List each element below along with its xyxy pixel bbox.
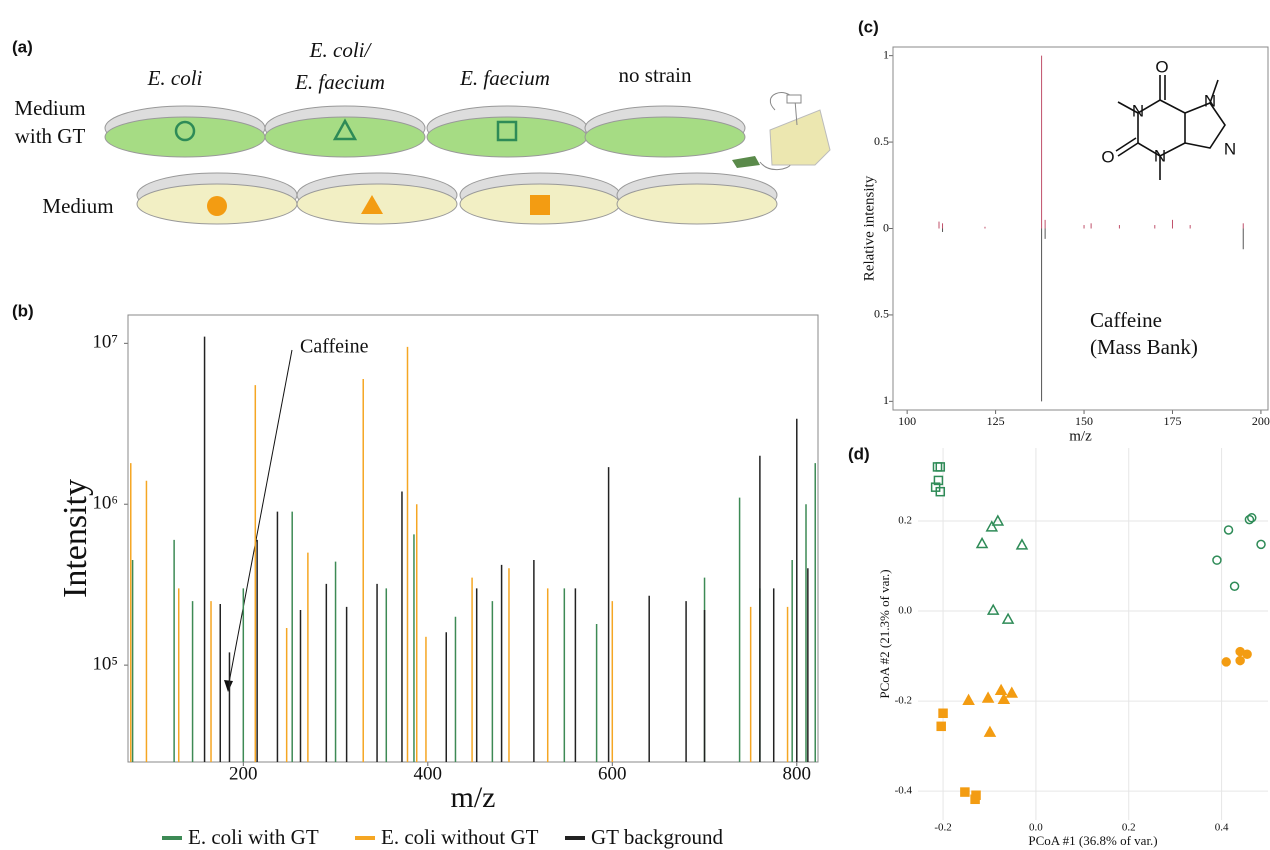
dish-row [104,105,778,225]
x-tick-label: 600 [598,763,627,784]
point [1244,514,1255,525]
point [1256,539,1266,550]
x-tick-label: 0.2 [1122,822,1136,834]
row-label: Medium [42,194,113,218]
annotation: (Mass Bank) [1090,335,1198,359]
point [1015,538,1029,550]
legend-label: E. coli with GT [188,825,319,849]
point [1242,649,1252,660]
x-axis-title: m/z [451,781,496,814]
y-tick-label: 1 [883,393,889,407]
row-label: with GT [15,124,86,148]
x-tick-label: 0.0 [1029,822,1043,834]
plot-frame [892,46,1269,411]
point [994,683,1008,696]
y-axis-title: Intensity [57,479,94,598]
legend-label: GT background [591,825,723,849]
y-tick-label: 0 [883,220,889,234]
y-tick-label: 10⁵ [92,653,118,674]
y-tick-label: 0.5 [874,134,889,148]
y-axis-title: PCoA #2 (21.3% of var.) [877,569,892,698]
point [986,603,1000,615]
point [1005,686,1019,698]
x-tick-label: 175 [1163,414,1181,428]
svg-text:N: N [1224,139,1236,158]
point [933,475,944,486]
point [1223,525,1234,535]
point [983,725,997,737]
svg-text:O: O [1155,57,1168,76]
panel-label: (b) [12,301,34,320]
x-tick-label: -0.2 [934,822,951,834]
point [938,708,948,719]
point [981,691,995,703]
y-axis-title: Relative intensity [861,175,877,281]
point [1221,657,1231,667]
column-label: no strain [619,63,692,87]
y-tick-label: 0.5 [874,307,889,321]
x-tick-label: 0.4 [1215,822,1229,834]
point [971,790,981,800]
x-tick-label: 150 [1075,414,1093,428]
column-label: E. coli/ [309,38,373,62]
column-label: E. faecium [459,66,550,90]
annotation-arrowhead [224,680,233,692]
x-axis-title: m/z [1069,428,1092,444]
x-tick-label: 400 [414,763,443,784]
svg-text:N: N [1154,146,1166,165]
point [1247,513,1257,523]
point [1229,581,1240,592]
y-tick-label: -0.4 [895,785,913,797]
column-label: E. coli [147,66,203,90]
annotation: Caffeine [300,336,369,358]
panel-label: (d) [848,444,870,463]
molecule-atoms: O O N N N N [1101,57,1236,166]
point [985,520,999,532]
legend-label: E. coli without GT [381,825,539,849]
point [1212,555,1222,565]
y-tick-label: -0.2 [895,695,912,707]
x-tick-label: 100 [898,414,916,428]
panel-label: (a) [12,37,33,56]
svg-text:N: N [1204,91,1216,110]
svg-text:O: O [1101,147,1114,166]
x-tick-label: 125 [987,414,1005,428]
column-label: E. faecium [294,70,385,94]
x-tick-label: 200 [229,763,258,784]
plot-frame [127,314,819,763]
y-tick-label: 0.2 [898,514,912,526]
row-label: Medium [14,96,85,120]
point [935,462,946,472]
point [1001,612,1015,624]
point [991,514,1005,526]
point [962,693,975,705]
plot-area [918,448,1268,820]
y-tick-label: 10⁶ [92,493,118,514]
point [975,536,989,549]
point [936,721,946,732]
y-tick-label: 0.0 [898,605,912,617]
y-tick-label: 1 [883,47,889,61]
diagram: E. coli E. coli/ E. faecium E. faecium n… [14,38,831,225]
panel-label: (c) [858,17,879,36]
point [935,486,946,497]
point [960,787,970,797]
svg-text:N: N [1132,101,1144,120]
annotation: Caffeine [1090,308,1162,332]
annotation-arrow [227,349,293,689]
strain-symbols [174,118,550,216]
x-tick-label: 200 [1252,414,1270,428]
molecule [1115,75,1226,180]
point [997,692,1011,705]
point [1235,655,1245,666]
x-axis-title: PCoA #1 (36.8% of var.) [1028,833,1157,848]
x-tick-label: 800 [783,763,812,784]
tea-bag [732,92,831,170]
y-tick-label: 10⁷ [92,332,118,353]
